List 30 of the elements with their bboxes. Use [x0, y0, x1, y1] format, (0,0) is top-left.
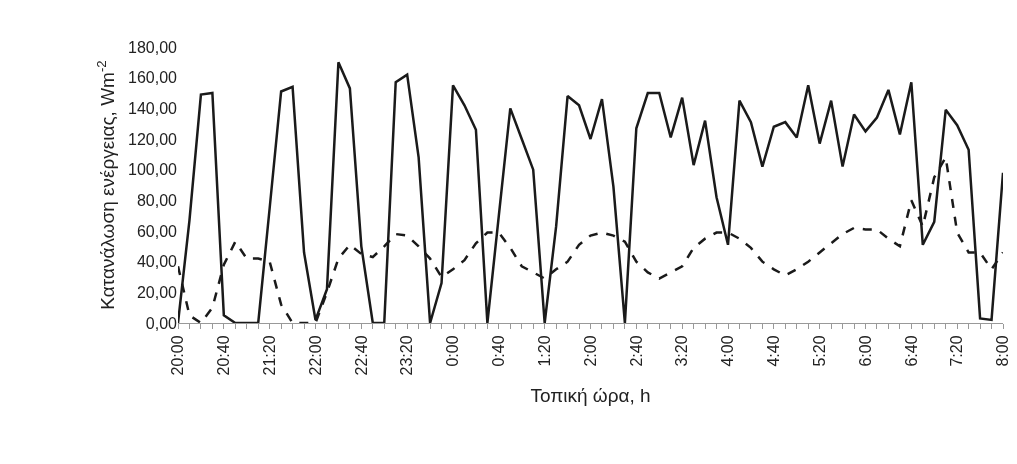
y-tick-label: 0,00: [145, 314, 178, 332]
x-tick-label: 2:00: [581, 335, 599, 367]
x-tick-label: 0:00: [444, 335, 462, 367]
x-tick-label: 22:00: [306, 335, 324, 376]
y-tick-label: 180,00: [128, 38, 178, 56]
x-tick-label: 7:20: [948, 335, 966, 367]
x-tick-label: 20:40: [215, 335, 233, 376]
x-tick-label: 0:40: [490, 335, 508, 367]
x-tick-label: 3:20: [673, 335, 691, 367]
y-tick-label: 120,00: [128, 130, 178, 148]
x-tick-label: 6:00: [856, 335, 874, 367]
x-axis-title: Τοπική ώρα, h: [530, 385, 651, 407]
y-tick-label: 80,00: [136, 191, 178, 209]
y-tick-label: 40,00: [136, 253, 178, 271]
x-tick-label: 5:20: [810, 335, 828, 367]
x-tick-label: 4:40: [765, 335, 783, 367]
x-tick-label: 1:20: [535, 335, 553, 367]
y-tick-label: 140,00: [128, 99, 178, 117]
y-tick-label: 160,00: [128, 69, 178, 87]
x-tick-label: 8:00: [994, 335, 1012, 367]
x-tick-label: 4:00: [719, 335, 737, 367]
y-tick-label: 60,00: [136, 222, 178, 240]
x-tick-label: 6:40: [902, 335, 920, 367]
x-tick-label: 23:20: [398, 335, 416, 376]
y-tick-label: 20,00: [136, 283, 178, 301]
y-tick-label: 100,00: [128, 161, 178, 179]
x-tick-label: 21:20: [260, 335, 278, 376]
x-tick-label: 20:00: [169, 335, 187, 376]
x-tick-label: 2:40: [627, 335, 645, 367]
x-tick-label: 22:40: [352, 335, 370, 376]
